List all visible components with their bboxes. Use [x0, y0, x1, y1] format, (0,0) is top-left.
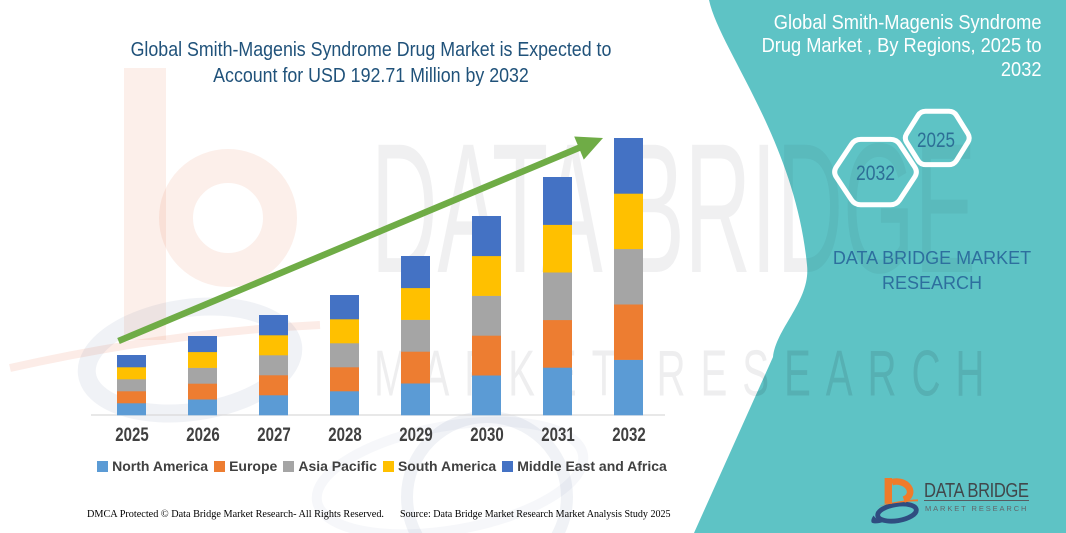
svg-text:2025: 2025 — [917, 129, 955, 152]
svg-text:MARKET RESEARCH: MARKET RESEARCH — [374, 338, 999, 410]
svg-text:2032: 2032 — [856, 162, 895, 185]
